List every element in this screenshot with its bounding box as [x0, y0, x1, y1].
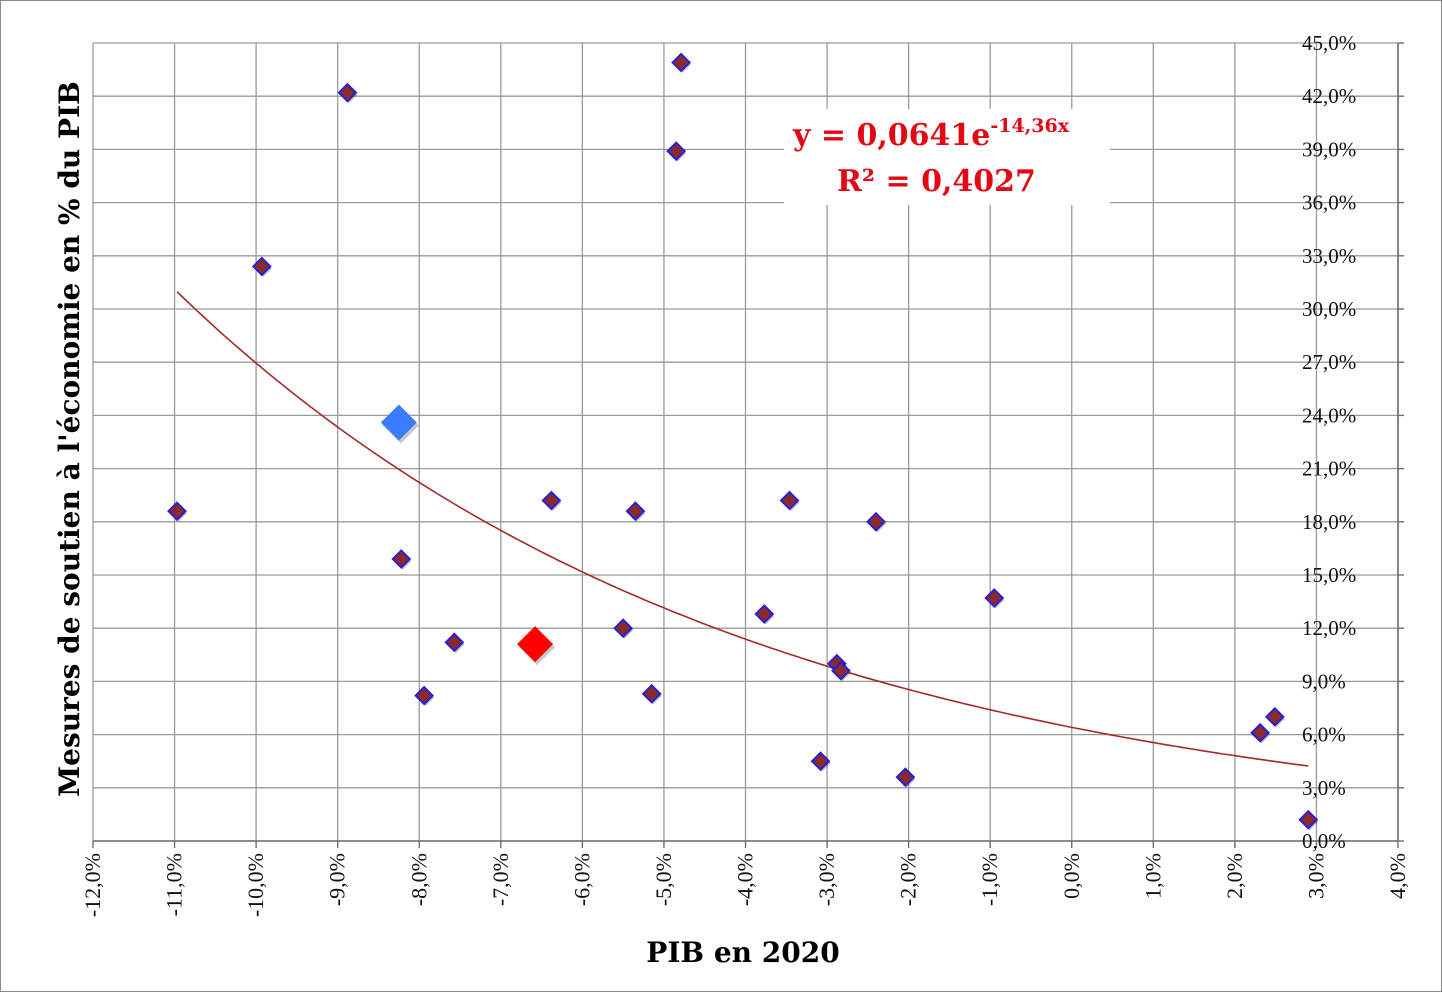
- trend-equation: y = 0,0641e-14,36x: [792, 115, 1070, 153]
- x-tick-label: -10,0%: [243, 853, 268, 917]
- data-point: [613, 618, 634, 639]
- x-tick-label: 1,0%: [1140, 853, 1165, 899]
- x-tick-label: -9,0%: [325, 853, 350, 906]
- y-tick-label: 18,0%: [1302, 510, 1356, 534]
- y-tick-label: 6,0%: [1302, 723, 1346, 747]
- x-tick-label: 2,0%: [1222, 853, 1247, 899]
- x-tick-label: -11,0%: [162, 853, 187, 916]
- r-squared-label: R² = 0,4027: [837, 164, 1036, 199]
- x-tick-label: 3,0%: [1303, 853, 1328, 899]
- y-tick-label: 33,0%: [1302, 244, 1356, 268]
- y-tick-label: 3,0%: [1302, 776, 1346, 800]
- x-tick-labels: -12,0% -11,0% -10,0% -9,0% -8,0% -7,0% -6,0% -5…: [80, 853, 1410, 917]
- data-point: [337, 82, 358, 104]
- x-axis-title: PIB en 2020: [646, 936, 839, 969]
- data-point: [444, 632, 465, 653]
- x-tick-label: 4,0%: [1385, 853, 1410, 899]
- data-point: [391, 549, 412, 570]
- highlight-point: [380, 404, 419, 444]
- highlight-point: [517, 626, 556, 666]
- y-tick-label: 45,0%: [1302, 31, 1356, 55]
- y-tick-label: 15,0%: [1302, 563, 1356, 587]
- y-tick-label: 21,0%: [1302, 457, 1356, 481]
- x-tick-label: -5,0%: [651, 853, 676, 906]
- data-point: [810, 751, 831, 772]
- x-tick-label: 0,0%: [1059, 853, 1084, 899]
- grid-lines: [92, 42, 1399, 842]
- data-point: [414, 685, 435, 707]
- data-point: [1264, 706, 1285, 728]
- y-axis-title: Mesures de soutien à l'économie en % du …: [53, 81, 86, 797]
- y-tick-labels: 0,0% 3,0% 6,0% 9,0% 12,0% 15,0% 18,0% 21,0% 24,0…: [1302, 31, 1356, 853]
- trendline: [176, 291, 1309, 767]
- y-tick-label: 42,0%: [1302, 84, 1356, 108]
- x-tick-label: -8,0%: [406, 853, 431, 906]
- data-point: [1250, 722, 1271, 744]
- x-tick-label: -12,0%: [80, 853, 105, 917]
- trendline-curve: [176, 291, 1309, 767]
- y-tick-label: 30,0%: [1302, 297, 1356, 321]
- y-tick-label: 27,0%: [1302, 350, 1356, 374]
- x-tick-label: -6,0%: [569, 853, 594, 906]
- data-point: [666, 141, 687, 162]
- data-point: [251, 256, 272, 277]
- x-tick-label: -1,0%: [977, 853, 1002, 906]
- data-point: [895, 767, 916, 788]
- data-point: [984, 588, 1005, 609]
- data-point: [625, 501, 646, 522]
- data-point: [167, 501, 188, 522]
- data-points: [167, 52, 1319, 831]
- data-point: [641, 683, 662, 705]
- data-point: [866, 511, 886, 533]
- data-point: [541, 490, 562, 512]
- x-tick-label: -4,0%: [733, 853, 758, 906]
- data-point: [754, 604, 775, 625]
- x-tick-label: -3,0%: [814, 853, 839, 906]
- equation-background: [784, 109, 1110, 205]
- y-tick-label: 39,0%: [1302, 137, 1356, 161]
- equation-box: y = 0,0641e-14,36x R² = 0,4027: [784, 109, 1110, 205]
- x-tick-label: -2,0%: [896, 853, 921, 906]
- data-point: [1298, 809, 1319, 831]
- data-point: [671, 52, 692, 74]
- axes: [92, 42, 1404, 848]
- y-tick-label: 0,0%: [1302, 829, 1346, 853]
- x-tick-label: -7,0%: [488, 853, 513, 906]
- data-point: [831, 660, 851, 682]
- y-tick-label: 12,0%: [1302, 616, 1356, 640]
- y-tick-label: 9,0%: [1302, 669, 1346, 693]
- y-tick-label: 36,0%: [1302, 191, 1356, 215]
- data-point: [779, 490, 800, 512]
- y-tick-label: 24,0%: [1302, 403, 1356, 427]
